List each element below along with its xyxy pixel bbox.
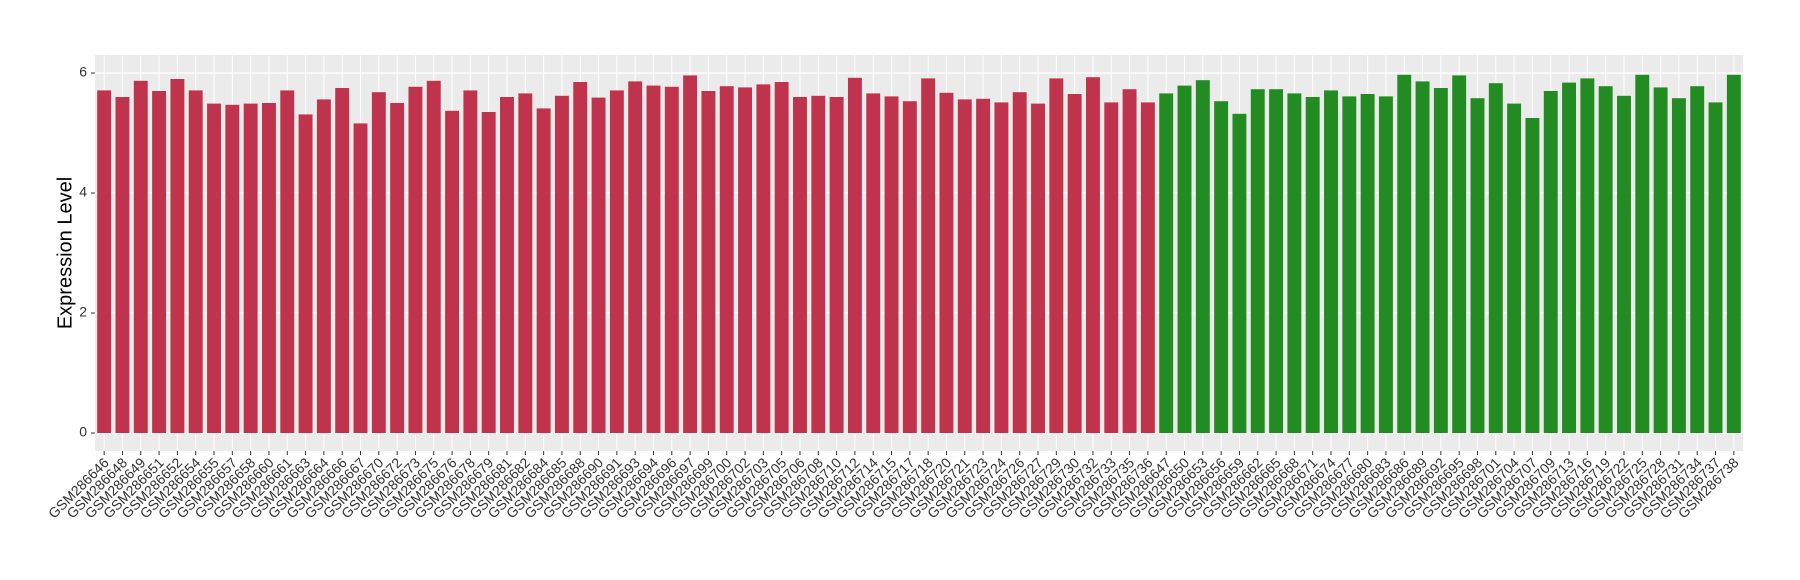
bar — [756, 84, 771, 434]
bar — [866, 93, 881, 434]
bar — [1177, 85, 1192, 433]
bar — [591, 97, 606, 433]
bar — [1104, 102, 1119, 434]
bar — [1433, 88, 1448, 433]
bar — [1488, 83, 1503, 433]
bar — [1031, 103, 1045, 433]
bar — [1360, 94, 1375, 433]
bar — [1653, 87, 1668, 434]
bar — [1708, 102, 1723, 434]
bar — [1598, 86, 1613, 433]
bar — [1195, 80, 1210, 433]
bar — [921, 78, 936, 434]
bar — [1415, 81, 1430, 434]
bar — [1159, 93, 1174, 434]
bar — [1287, 93, 1302, 434]
bar — [1269, 89, 1284, 433]
bar — [353, 123, 368, 434]
bar — [793, 97, 807, 433]
y-tick-label: 4 — [79, 184, 87, 200]
panel — [95, 55, 1743, 451]
bar — [188, 90, 203, 434]
bar — [1452, 75, 1467, 434]
bar — [1397, 74, 1412, 434]
bar — [1671, 98, 1686, 433]
bar — [280, 90, 295, 434]
bar — [847, 77, 862, 434]
bar — [628, 81, 643, 434]
bar — [97, 90, 112, 434]
bar — [1562, 82, 1577, 433]
bar — [1378, 96, 1393, 434]
bar — [1122, 89, 1137, 433]
bar — [939, 92, 954, 434]
bar — [445, 110, 460, 434]
bar — [774, 82, 789, 433]
bar — [298, 114, 313, 434]
bar — [829, 97, 844, 433]
bar — [1543, 91, 1558, 433]
bar — [683, 75, 698, 434]
bar — [1580, 78, 1595, 434]
bar — [261, 103, 276, 433]
bar — [500, 97, 514, 433]
bar — [115, 97, 130, 433]
bar — [738, 87, 753, 434]
bar — [573, 82, 588, 433]
bar — [170, 79, 185, 433]
bar — [719, 86, 734, 433]
bar — [902, 101, 917, 433]
bar — [976, 98, 991, 434]
bar — [1525, 118, 1540, 433]
bar — [1085, 77, 1100, 433]
bar — [536, 108, 551, 434]
bar — [1342, 96, 1357, 434]
bar — [554, 95, 569, 434]
bar — [335, 88, 350, 433]
bar — [811, 95, 826, 434]
bar — [408, 86, 423, 434]
y-axis-title: Expression Level — [54, 177, 76, 329]
bar — [133, 80, 148, 434]
y-tick-label: 0 — [79, 424, 87, 440]
bar — [957, 99, 972, 434]
bar — [701, 91, 716, 433]
bar — [243, 103, 258, 433]
bar — [463, 90, 478, 434]
bar — [1635, 74, 1650, 434]
bar — [1507, 103, 1522, 433]
bar — [1012, 92, 1027, 433]
bar — [1324, 90, 1338, 434]
bar — [609, 90, 624, 434]
bar — [1250, 89, 1265, 433]
bar — [1470, 98, 1485, 433]
y-tick-label: 6 — [79, 64, 87, 80]
bar — [1214, 101, 1229, 433]
bar — [1305, 97, 1320, 433]
bar — [371, 92, 386, 433]
bar — [1690, 86, 1705, 433]
bar — [884, 96, 899, 434]
bar — [225, 104, 240, 434]
bar — [1617, 95, 1631, 434]
bar — [481, 112, 496, 433]
bar — [664, 86, 679, 434]
bar — [1067, 94, 1082, 433]
bar — [207, 103, 221, 433]
bar — [1232, 113, 1247, 434]
y-tick-label: 2 — [79, 304, 87, 320]
bar — [518, 93, 533, 434]
bar — [426, 80, 441, 434]
bar — [152, 91, 167, 433]
bar — [316, 99, 331, 434]
bar — [646, 85, 661, 433]
bar — [1049, 78, 1064, 434]
bar — [1726, 74, 1741, 434]
bar — [1140, 102, 1155, 434]
bar — [994, 102, 1009, 434]
bar — [390, 103, 405, 433]
